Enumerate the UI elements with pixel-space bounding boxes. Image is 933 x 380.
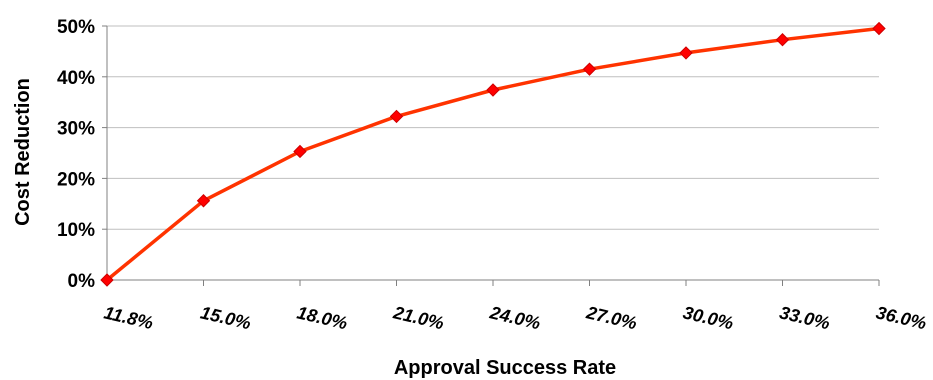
data-point-3	[389, 109, 404, 124]
x-tick-label: 18.0%	[295, 302, 349, 333]
x-tick-label: 33.0%	[778, 302, 832, 333]
data-point-1	[196, 194, 211, 208]
data-point-6	[679, 46, 693, 60]
x-tick-label: 24.0%	[487, 302, 542, 333]
x-tick-labels: 11.8% 15.0% 18.0% 21.0% 24.0% 27.0% 30.0% 33.0%…	[102, 302, 928, 333]
x-tick-label: 27.0%	[584, 302, 639, 333]
x-tick-label: 11.8%	[102, 302, 155, 333]
y-tick-label: 0%	[68, 271, 96, 292]
y-tick-label: 50%	[57, 17, 95, 38]
data-point-0	[100, 273, 114, 287]
gridlines	[107, 25, 879, 230]
y-tick-labels: 0% 10% 20% 30% 40% 50%	[57, 17, 95, 292]
series-markers	[100, 21, 886, 287]
y-tick-label: 20%	[57, 169, 95, 190]
data-point-2	[293, 144, 307, 159]
data-point-4	[486, 83, 500, 97]
x-axis-title: Approval Success Rate	[394, 357, 616, 379]
data-point-7	[775, 33, 790, 47]
y-tick-label: 40%	[57, 68, 95, 89]
y-axis-title: Cost Reduction	[12, 78, 34, 226]
y-tick-label: 10%	[57, 220, 95, 241]
series-line	[105, 26, 880, 282]
series-line-path	[105, 26, 880, 282]
x-tick-label: 36.0%	[874, 302, 928, 333]
data-point-5	[582, 62, 597, 76]
x-tick-label: 30.0%	[681, 302, 735, 333]
data-point-8	[872, 21, 886, 36]
x-tick-label: 21.0%	[391, 302, 446, 333]
x-tick-label: 15.0%	[199, 302, 253, 333]
axes	[102, 25, 880, 286]
y-tick-label: 30%	[57, 119, 95, 140]
